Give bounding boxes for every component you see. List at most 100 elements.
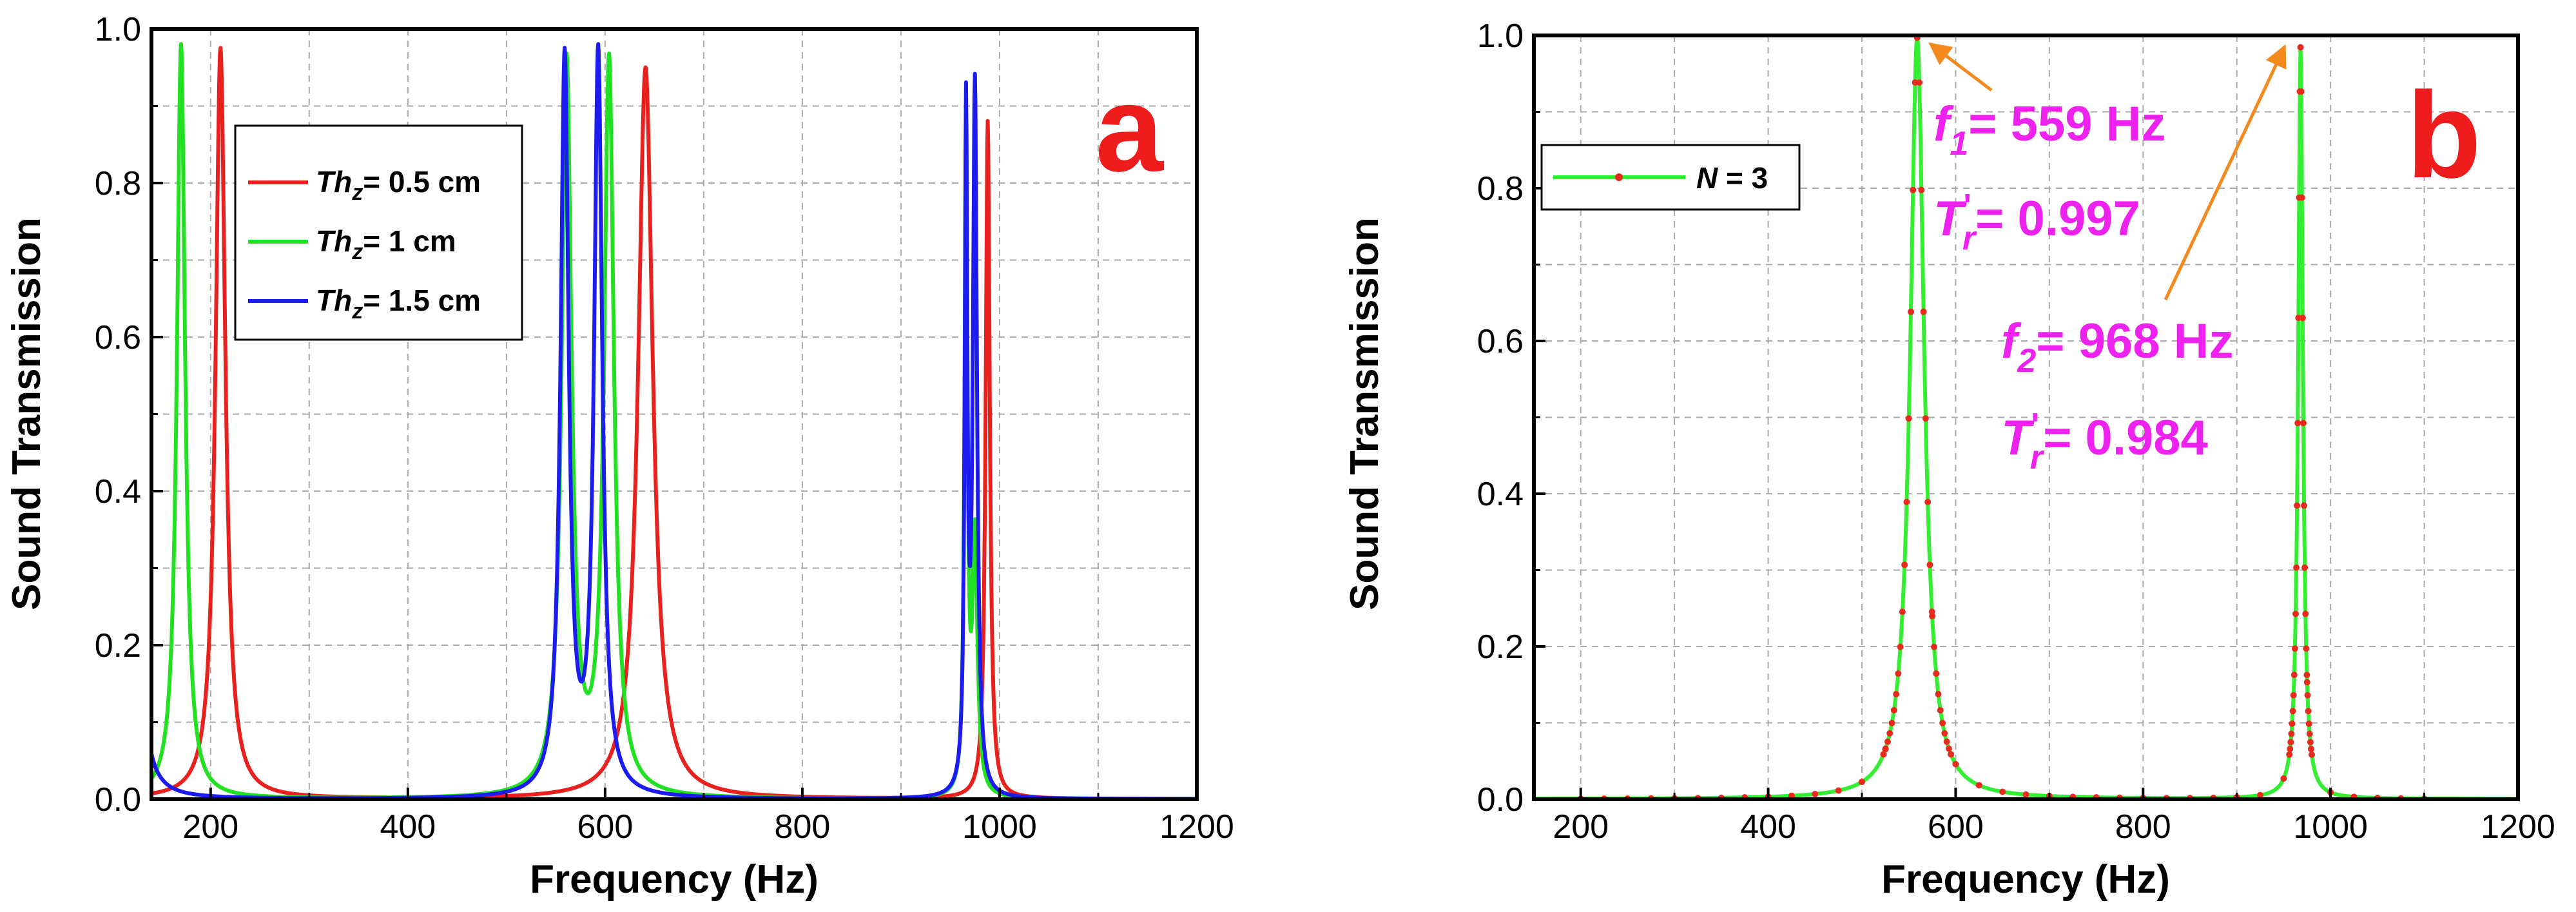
series-marker (1943, 738, 1950, 745)
series-marker (1884, 738, 1891, 745)
legend-marker (1615, 173, 1623, 181)
panel-a-letter: a (1095, 61, 1164, 197)
series-marker (1888, 719, 1895, 726)
series-marker (2291, 645, 2298, 652)
series-marker (1897, 643, 1904, 650)
y-tick-label: 0.6 (95, 319, 141, 356)
x-tick-label: 1000 (2293, 808, 2368, 846)
panel-b-xlabel: Frequency (Hz) (1881, 857, 2170, 902)
x-tick-label: 1200 (2481, 808, 2555, 846)
series-marker (2303, 645, 2310, 652)
series-marker (1922, 415, 1929, 422)
panel-b: 200 400 600 800 1000 1200 0.0 0.2 0.4 0.6 0.8 1.0 F… (1342, 17, 2555, 902)
series-marker (2280, 775, 2287, 782)
series-marker (1893, 690, 1900, 697)
y-tick-label: 0.0 (1477, 781, 1524, 819)
y-tick-label: 0.4 (95, 473, 141, 510)
panel-a-grid (151, 28, 1197, 799)
panel-a-xlabel: Frequency (Hz) (530, 857, 818, 902)
y-tick-label: 1.0 (1477, 17, 1524, 55)
series-marker (1903, 498, 1910, 505)
series-marker (2022, 791, 2029, 798)
series-marker (1924, 498, 1932, 505)
series-marker (1907, 308, 1914, 315)
annotation-t1: T' r= 0.997 (1933, 188, 2140, 257)
series-marker (2287, 745, 2294, 752)
legend-label: Th (316, 224, 352, 258)
series-marker (1920, 308, 1927, 315)
series-marker (1930, 643, 1937, 650)
x-tick-label: 200 (1553, 808, 1609, 846)
series-marker (2303, 672, 2310, 679)
y-tick-label: 0.8 (1477, 170, 1524, 208)
series-marker (1859, 779, 1865, 786)
series-marker (2305, 708, 2312, 715)
series-marker (1882, 745, 1889, 752)
series-marker (2301, 502, 2308, 509)
legend-label: Th (316, 165, 352, 199)
series-marker (2302, 610, 2309, 617)
series-marker (1948, 751, 1955, 758)
series-marker (2297, 44, 2304, 51)
y-tick-label: 0.6 (1477, 323, 1524, 360)
legend-label: N (1696, 161, 1718, 195)
svg-text:Thz= 1 cm: Thz= 1 cm (316, 224, 456, 264)
x-tick-label: 200 (182, 808, 238, 846)
svg-text:N = 3: N = 3 (1696, 161, 1768, 195)
y-tick-label: 0.2 (1477, 628, 1524, 666)
series-marker (2289, 708, 2296, 715)
series-marker (2303, 679, 2310, 686)
series-marker (2307, 739, 2314, 746)
series-marker (1975, 782, 1982, 789)
y-tick-label: 0.0 (95, 781, 141, 819)
x-tick-label: 400 (380, 808, 436, 846)
series-marker (2290, 672, 2298, 679)
x-tick-label: 800 (775, 808, 831, 846)
series-marker (1939, 719, 1946, 726)
svg-text:Thz= 1.5 cm: Thz= 1.5 cm (316, 284, 481, 324)
y-tick-label: 1.0 (95, 11, 141, 48)
series-marker (2298, 194, 2305, 201)
panel-b-ticks: 200 400 600 800 1000 1200 0.0 0.2 0.4 0.6 0.8 1.0 (1477, 17, 2555, 846)
series-marker (1941, 730, 1948, 737)
y-tick-label: 0.4 (1477, 476, 1524, 513)
peak-annotations: f1= 559 Hz T' r= 0.997 f2= 968 Hz T' r= 0.… (1928, 42, 2287, 476)
arrow-to-peak-2 (2164, 44, 2287, 301)
panel-a-ticks: 200 400 600 800 1000 1200 0.0 0.2 0.4 0.6 0.8 1.0 (95, 11, 1234, 846)
series-marker (1999, 788, 2006, 795)
series-marker (1835, 787, 1842, 794)
series-marker (1880, 751, 1887, 758)
legend-label: Th (316, 284, 352, 317)
series-marker (2289, 720, 2296, 727)
annotation-f2: f2= 968 Hz (2001, 314, 2234, 380)
x-tick-label: 1200 (1159, 808, 1234, 846)
series-marker (2292, 610, 2299, 617)
series-marker (1899, 608, 1906, 616)
series-marker (1910, 186, 1917, 193)
series-marker (1905, 415, 1912, 422)
x-tick-label: 1000 (962, 808, 1037, 846)
series-marker (2305, 720, 2312, 727)
x-tick-label: 800 (2115, 808, 2171, 846)
panel-b-letter: b (2407, 67, 2481, 204)
series-marker (1937, 706, 1944, 713)
series-marker (2290, 692, 2297, 699)
series-marker (1901, 561, 1908, 568)
series-marker (2287, 739, 2294, 746)
series-marker (1812, 790, 1819, 797)
x-tick-label: 600 (1928, 808, 1984, 846)
y-tick-label: 0.2 (95, 627, 141, 665)
series-marker (1895, 670, 1902, 677)
series-marker (2306, 730, 2313, 737)
legend-box (234, 124, 523, 341)
arrow-to-peak-1 (1928, 42, 1993, 92)
series-marker (2286, 751, 2293, 758)
series-marker (2294, 502, 2301, 509)
series-marker (2299, 315, 2306, 322)
svg-text:Thz= 0.5 cm: Thz= 0.5 cm (316, 165, 481, 205)
series-marker (1952, 761, 1959, 768)
x-tick-label: 400 (1740, 808, 1796, 846)
x-tick-label: 600 (577, 808, 634, 846)
legend-item-thz-15: Thz= 1.5 cm (248, 284, 481, 324)
